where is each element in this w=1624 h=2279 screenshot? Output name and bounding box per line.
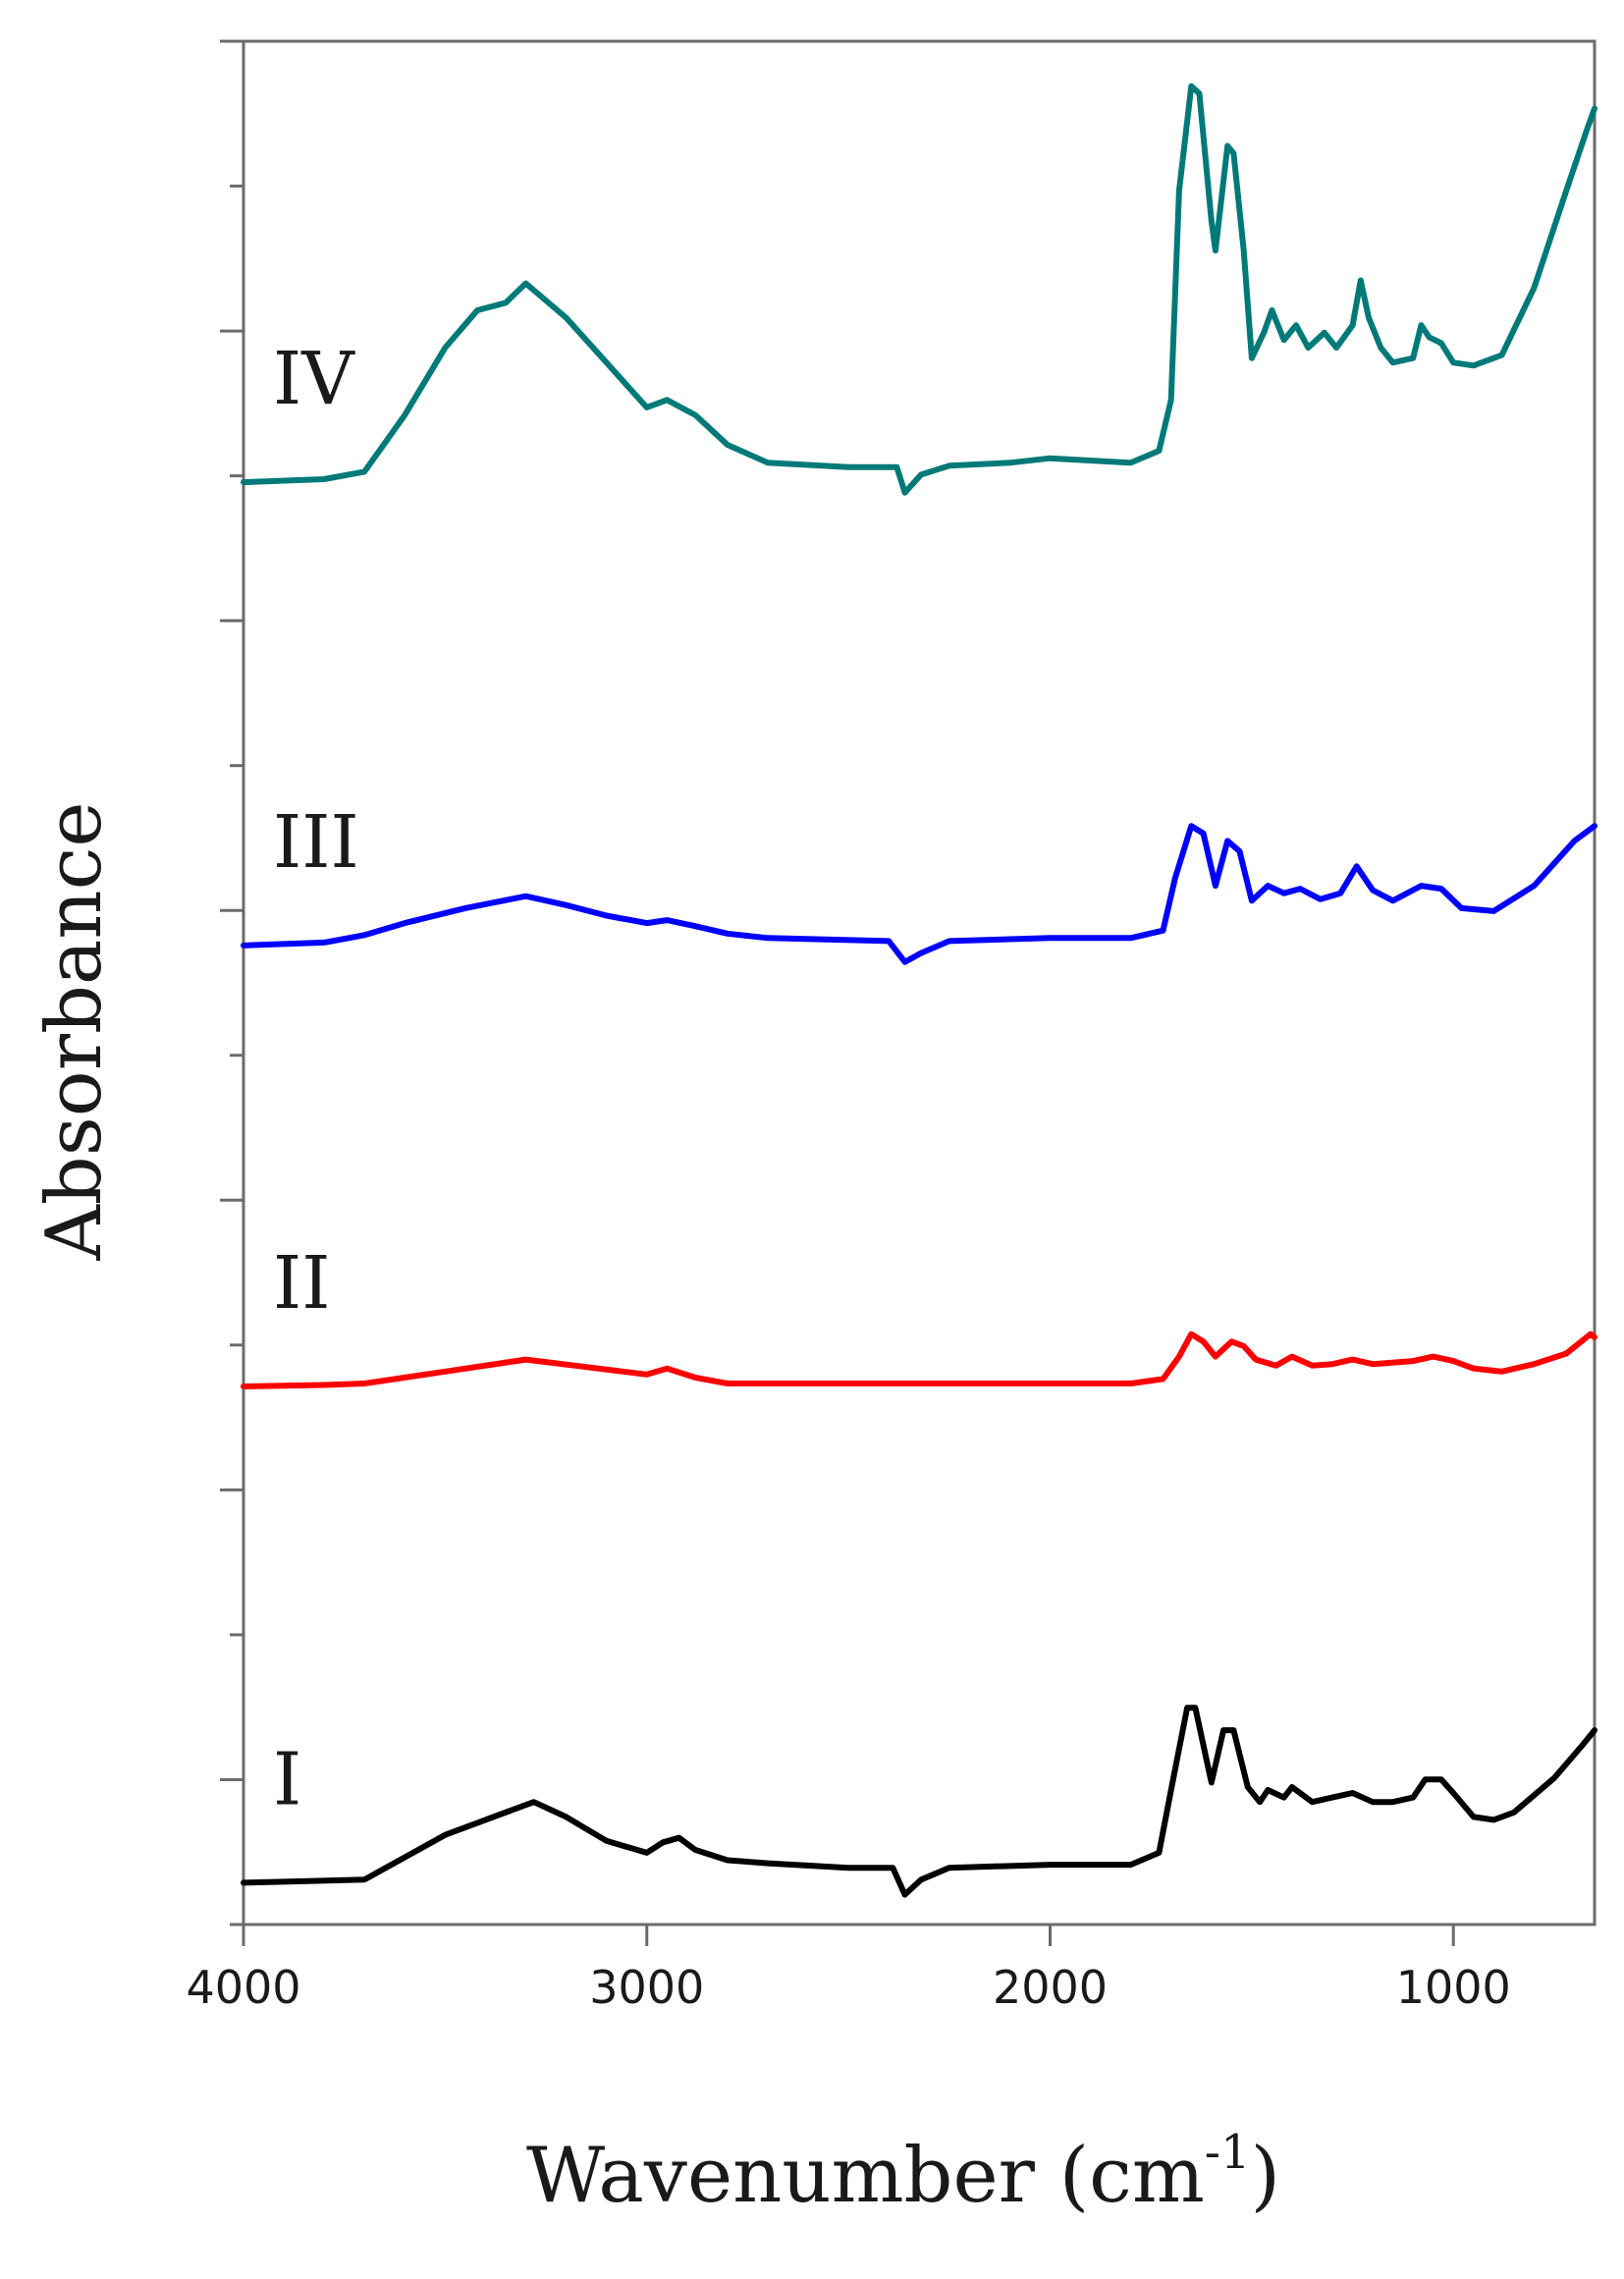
- x-axis-label: Wavenumber (cm-1): [526, 2125, 1280, 2220]
- x-axis-label-main: Wavenumber (cm: [526, 2132, 1205, 2220]
- y-ticks: [220, 39, 244, 1926]
- series-line-IV: [241, 82, 1597, 496]
- plot-frame-group: [242, 39, 1597, 1926]
- plot-frame: [242, 39, 1597, 1926]
- x-tick-label: 1000: [1396, 1961, 1511, 2014]
- series-label-I: I: [273, 1737, 301, 1821]
- x-axis-label-sup: -1: [1205, 2125, 1251, 2180]
- y-axis-label: Absorbance: [30, 801, 119, 1261]
- series-line-II: [241, 1330, 1597, 1389]
- x-tick-label: 4000: [186, 1961, 300, 2014]
- x-tick-label: 3000: [589, 1961, 704, 2014]
- series-label-IV: IV: [273, 337, 355, 421]
- series-line-I: [241, 1705, 1597, 1898]
- x-axis-label-end: ): [1251, 2132, 1280, 2220]
- series-line-III: [241, 823, 1597, 965]
- series-label-II: II: [273, 1241, 330, 1326]
- x-ticks: 4000 3000 2000 1000: [186, 1925, 1511, 2014]
- x-tick-label: 2000: [993, 1961, 1108, 2014]
- series-lines: [241, 82, 1597, 1898]
- series-label-III: III: [273, 800, 359, 885]
